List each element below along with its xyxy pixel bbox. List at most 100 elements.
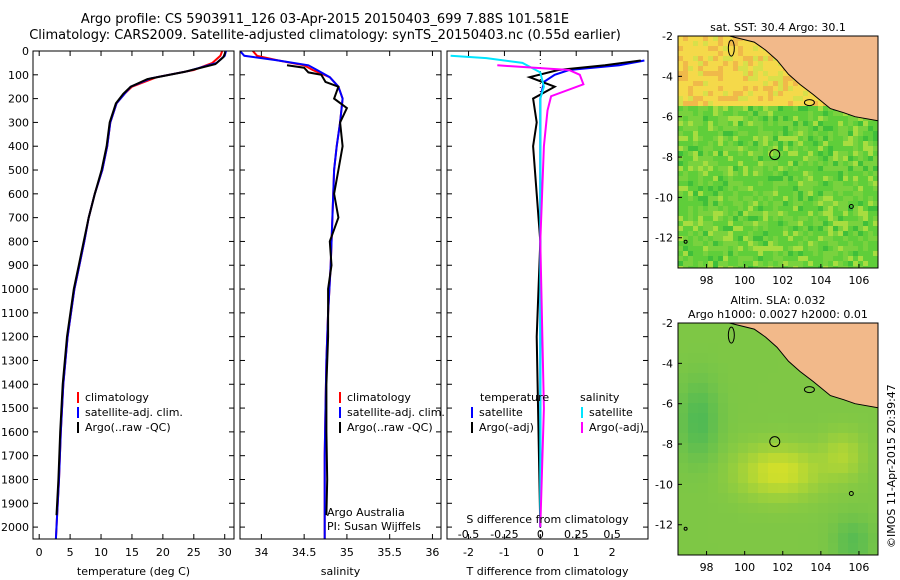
sst-map-cell	[713, 121, 719, 127]
sst-map-cell	[828, 111, 834, 117]
sst-map-cell	[723, 216, 729, 222]
sst-map-cell	[863, 256, 869, 262]
sst-map-cell	[733, 121, 739, 127]
sst-map-cell	[808, 181, 814, 187]
sst-map-cell	[708, 246, 714, 252]
sla-map-cell	[818, 423, 829, 434]
sst-map-cell	[823, 201, 829, 207]
sst-map-cell	[743, 266, 749, 268]
sst-map-cell	[768, 156, 774, 162]
sst-map-cell	[853, 116, 859, 122]
sst-map-cell	[783, 96, 789, 102]
sst-map-cell	[678, 136, 684, 142]
sst-map-cell	[783, 106, 789, 112]
sst-map-cell	[798, 146, 804, 152]
sst-map-cell	[773, 141, 779, 147]
sla-map-cell	[718, 423, 729, 434]
sla-map-cell	[868, 403, 878, 414]
sla-map-cell	[678, 353, 689, 364]
sst-map-cell	[873, 261, 878, 267]
sst-map-cell	[788, 136, 794, 142]
sst-map-cell	[768, 211, 774, 217]
sst-map-cell	[693, 211, 699, 217]
sst-map-cell	[778, 136, 784, 142]
sst-map-field	[678, 36, 878, 268]
sst-map-cell	[683, 81, 689, 87]
sst-map-cell	[733, 91, 739, 97]
sla-map-cell	[768, 493, 779, 504]
sst-map-cell	[863, 221, 869, 227]
sst-map-frame	[677, 35, 879, 269]
sst-map-cell	[718, 136, 724, 142]
sst-map-cell	[708, 46, 714, 52]
sst-map-cell	[873, 211, 878, 217]
sst-map-cell	[818, 126, 824, 132]
sst-map-cell	[773, 111, 779, 117]
sst-map-cell	[838, 176, 844, 182]
sst-map-cell	[748, 241, 754, 247]
sst-map-cell	[873, 131, 878, 137]
sla-map-cell	[708, 543, 719, 554]
sst-map-cell	[818, 211, 824, 217]
sst-map-cell	[808, 146, 814, 152]
sst-map-cell	[678, 96, 684, 102]
sst-map-cell	[833, 201, 839, 207]
sst-map-cell	[778, 81, 784, 87]
sst-map-cell	[818, 191, 824, 197]
sst-map-cell	[873, 201, 878, 207]
sst-map-cell	[858, 131, 864, 137]
sst-map-cell	[723, 101, 729, 107]
sst-map-cell	[713, 76, 719, 82]
sst-map-cell	[693, 106, 699, 112]
sst-map-cell	[748, 111, 754, 117]
sst-map-cell	[678, 66, 684, 72]
sst-map-cell	[728, 41, 734, 47]
sst-map-cell	[838, 181, 844, 187]
sst-map-cell	[803, 206, 809, 212]
sst-map-cell	[768, 221, 774, 227]
sst-map-cell	[713, 41, 719, 47]
sst-map-cell	[693, 156, 699, 162]
sla-map-cell	[758, 553, 769, 555]
sst-map-cell	[758, 166, 764, 172]
sst-map-cell	[838, 171, 844, 177]
sst-map-cell	[823, 266, 829, 268]
sst-map-cell	[713, 196, 719, 202]
sst-map-cell	[778, 116, 784, 122]
sla-map-cell	[788, 453, 799, 464]
sla-map-cell	[758, 393, 769, 404]
sst-map-cell	[758, 196, 764, 202]
sst-map-cell	[773, 196, 779, 202]
sst-map-cell	[843, 206, 849, 212]
sla-map-cell	[838, 463, 849, 474]
sst-map-cell	[713, 46, 719, 52]
sst-map-cell	[793, 171, 799, 177]
sla-map-cell	[748, 403, 759, 414]
sst-map-cell	[768, 261, 774, 267]
sla-map-cell	[758, 403, 769, 414]
sst-map-cell	[703, 41, 709, 47]
sst-map-cell	[708, 56, 714, 62]
sst-map-cell	[773, 91, 779, 97]
sst-map-cell	[733, 221, 739, 227]
temperature-series-1-line	[54, 51, 227, 539]
sla-map-cell	[698, 323, 709, 334]
sst-map-cell	[713, 101, 719, 107]
sst-map-cell	[678, 76, 684, 82]
sst-map-cell	[808, 261, 814, 267]
sst-map-cell	[833, 126, 839, 132]
sst-map-cell	[738, 206, 744, 212]
sst-map-cell	[708, 131, 714, 137]
sst-map-cell	[758, 131, 764, 137]
sst-map-cell	[813, 201, 819, 207]
sst-map-cell	[858, 206, 864, 212]
sst-map-cell	[703, 46, 709, 52]
sst-map-cell	[803, 121, 809, 127]
sst-map-cell	[778, 256, 784, 262]
sst-map-cell	[703, 231, 709, 237]
sla-map-cell	[778, 473, 789, 484]
sst-map-cell	[698, 36, 704, 42]
sst-map-cell	[868, 176, 874, 182]
sla-map-cell	[808, 473, 819, 484]
sst-map-cell	[743, 231, 749, 237]
